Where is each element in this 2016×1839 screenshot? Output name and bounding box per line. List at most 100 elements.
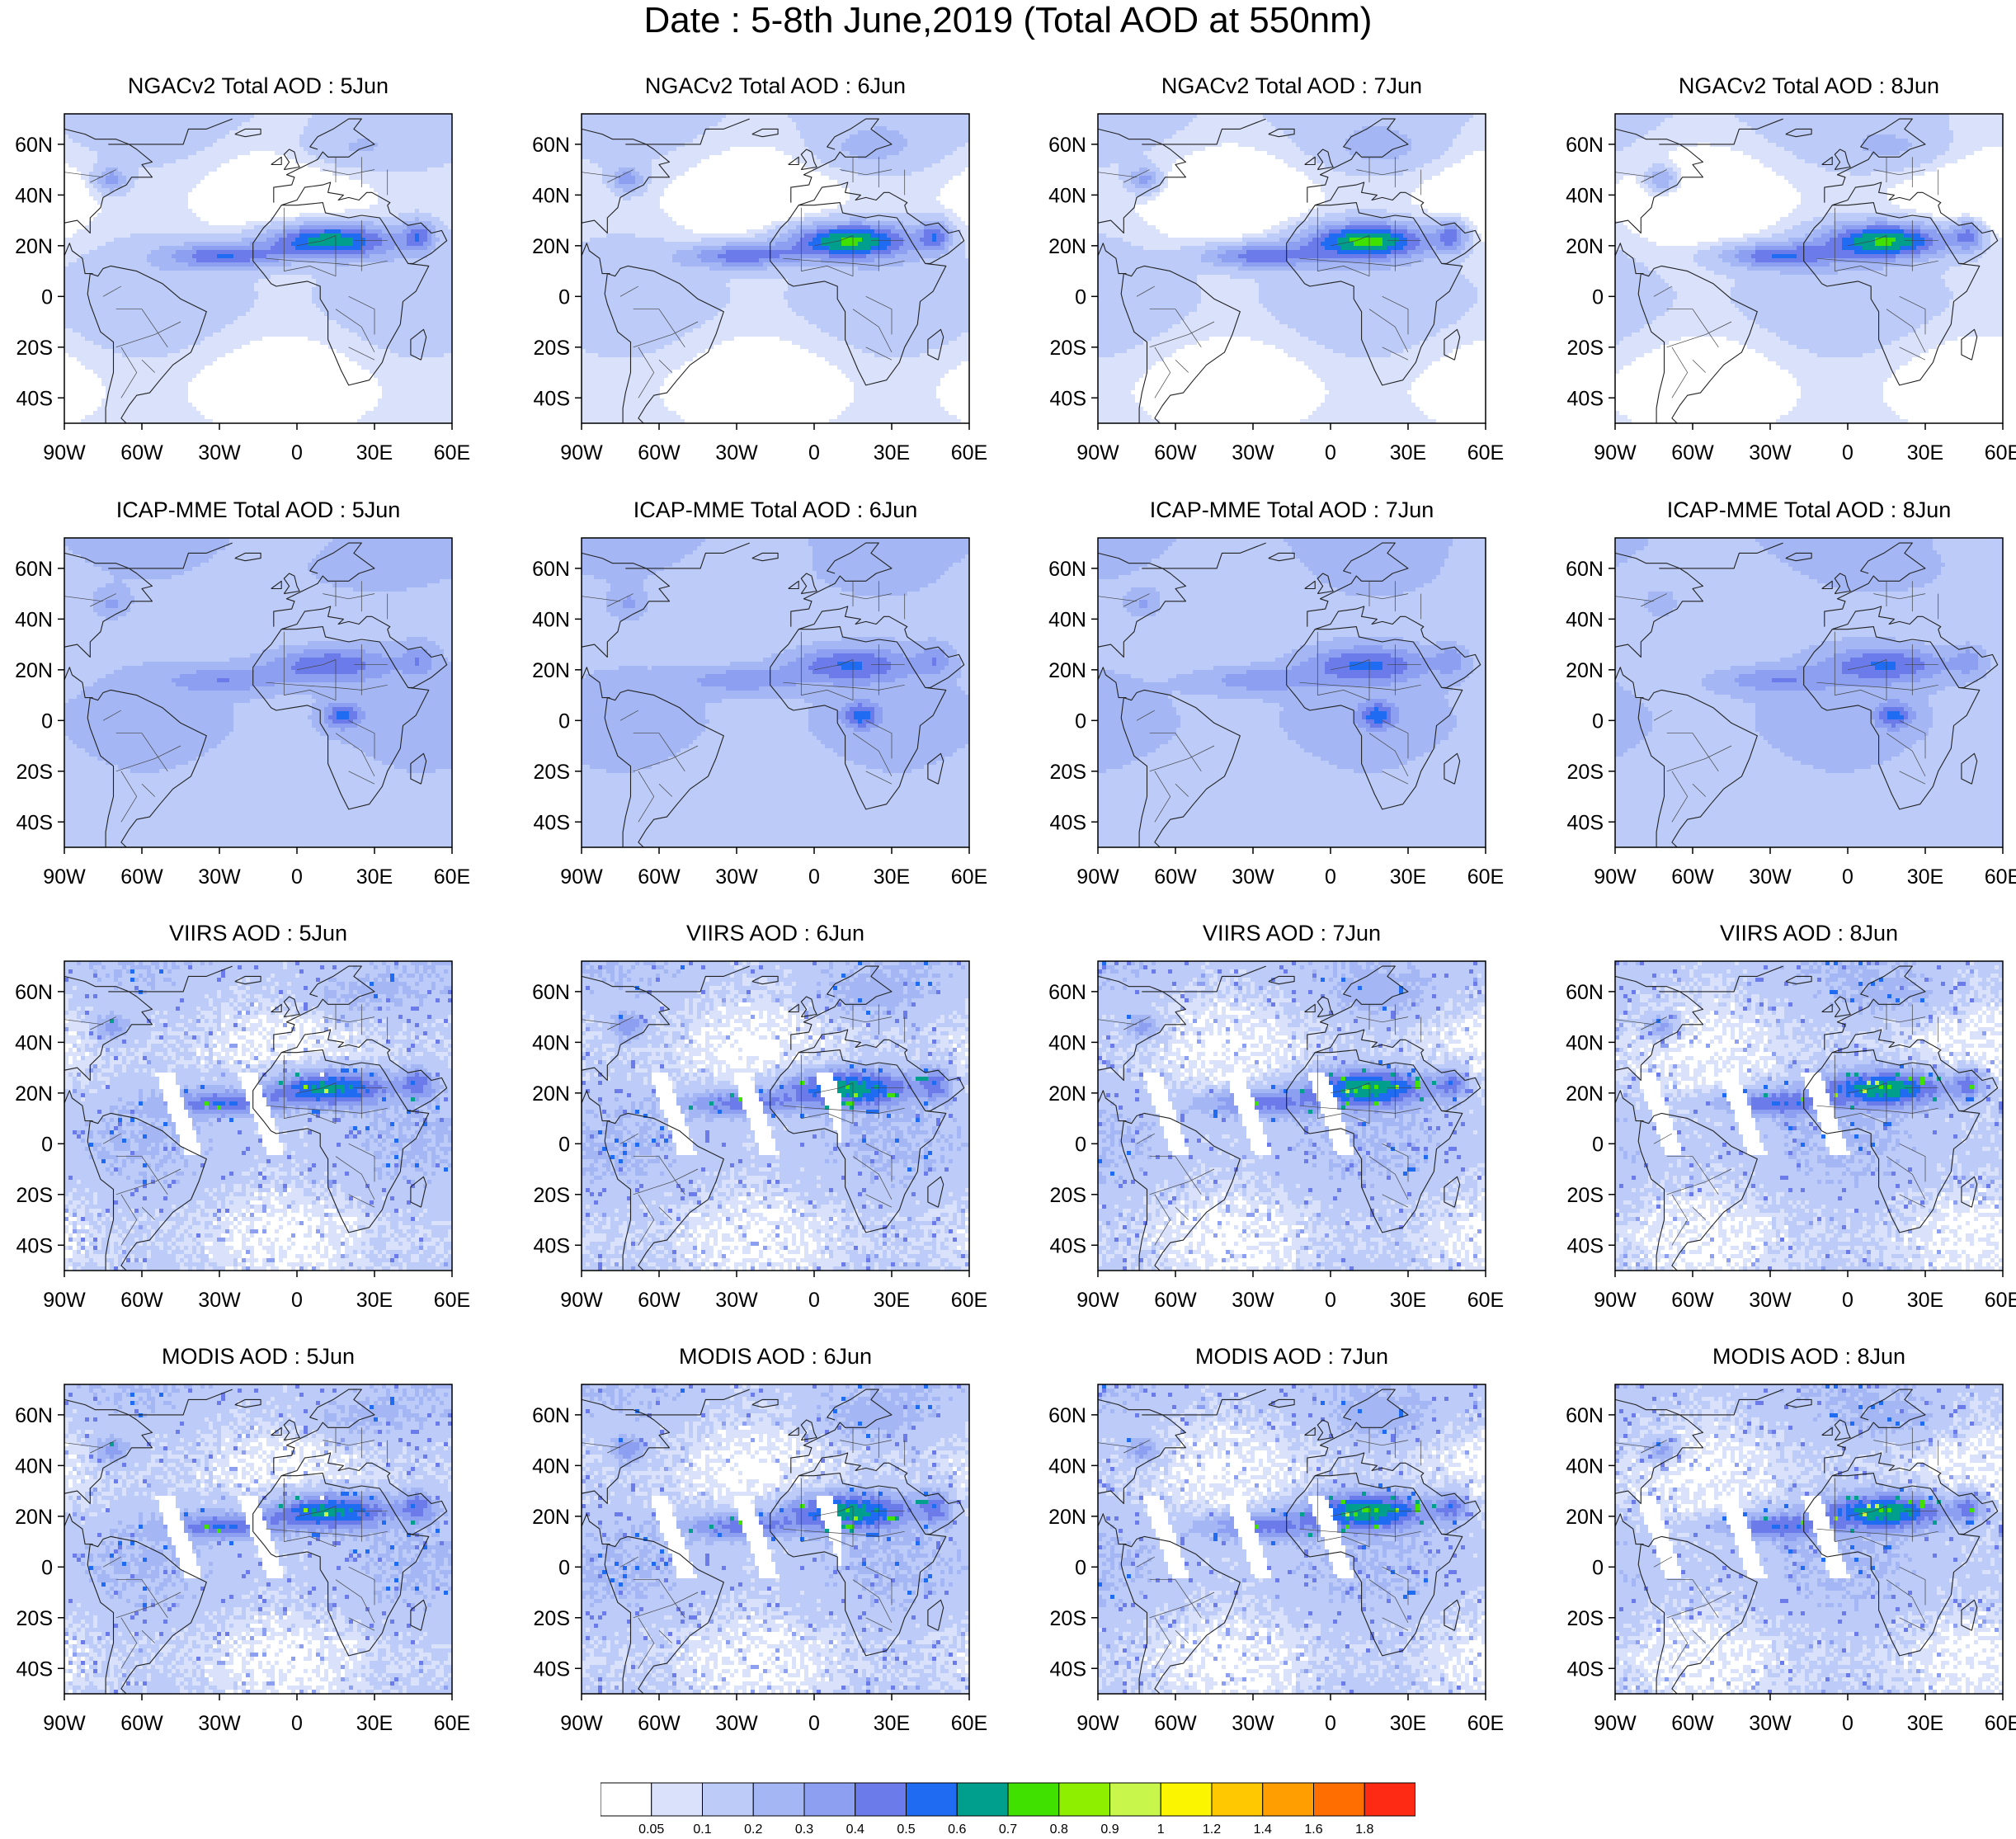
y-tick-label: 20S	[1050, 761, 1086, 784]
y-tick-label: 40N	[1048, 1455, 1086, 1478]
y-tick-label: 60N	[1048, 558, 1086, 581]
x-tick-label: 90W	[560, 1712, 603, 1735]
y-tick-label: 40S	[1567, 811, 1604, 834]
y-tick-label: 60N	[532, 1404, 570, 1427]
x-tick-label: 30W	[715, 1289, 758, 1312]
y-tick-label: 40N	[15, 184, 53, 207]
colorbar-swatch	[1263, 1783, 1314, 1816]
x-tick-label: 90W	[1076, 1712, 1119, 1735]
y-tick-label: 20S	[16, 761, 53, 784]
y-tick-label: 20S	[534, 761, 570, 784]
map-panel: MODIS AOD : 8Jun 90W 60W 30W 0 30E 60E 60N 40N 20…	[1551, 1342, 2016, 1755]
y-tick-label: 0	[1592, 1133, 1604, 1156]
x-tick-label: 30E	[1907, 441, 1943, 464]
x-tick-label: 30E	[356, 1712, 393, 1735]
x-tick-label: 90W	[1594, 441, 1637, 464]
x-tick-label: 90W	[1594, 865, 1637, 889]
y-tick-label: 60N	[15, 558, 53, 581]
y-tick-label: 0	[558, 285, 570, 309]
x-tick-label: 90W	[43, 1712, 86, 1735]
x-tick-label: 60E	[434, 1289, 470, 1312]
y-tick-label: 40N	[1048, 184, 1086, 207]
colorbar-label: 0.3	[795, 1822, 813, 1835]
y-tick-label: 0	[1075, 710, 1086, 733]
x-tick-label: 0	[291, 865, 303, 889]
y-tick-label: 20N	[1566, 659, 1604, 682]
x-tick-label: 0	[1325, 865, 1336, 889]
y-tick-label: 40S	[1050, 1657, 1086, 1681]
y-tick-label: 40S	[534, 1234, 570, 1257]
colorbar-label: 1	[1157, 1822, 1165, 1835]
x-tick-label: 30W	[1749, 1289, 1792, 1312]
colorbar-label: 0.1	[693, 1822, 711, 1835]
y-tick-label: 40N	[532, 1031, 570, 1054]
y-tick-label: 0	[41, 1556, 53, 1579]
y-tick-label: 40S	[1567, 387, 1604, 410]
x-tick-label: 60W	[638, 865, 681, 889]
colorbar-label: 1.6	[1304, 1822, 1322, 1835]
map-panel: ICAP-MME Total AOD : 7Jun 90W 60W 30W 0 30E 60…	[1034, 496, 1545, 908]
colorbar-label: 0.6	[948, 1822, 966, 1835]
x-tick-label: 30W	[1232, 1712, 1274, 1735]
y-tick-label: 40N	[15, 608, 53, 631]
colorbar-swatch	[1364, 1783, 1415, 1816]
x-tick-label: 60E	[1467, 441, 1504, 464]
x-tick-label: 90W	[43, 865, 86, 889]
x-tick-label: 30W	[198, 1712, 241, 1735]
x-tick-label: 60E	[1985, 441, 2016, 464]
colorbar-swatch	[703, 1783, 754, 1816]
x-tick-label: 30E	[1390, 865, 1426, 889]
x-tick-label: 60E	[434, 865, 470, 889]
x-tick-label: 30E	[874, 1289, 910, 1312]
x-tick-label: 0	[1842, 441, 1853, 464]
x-tick-label: 30W	[198, 441, 241, 464]
y-tick-label: 40S	[16, 811, 53, 834]
y-tick-label: 40S	[1050, 387, 1086, 410]
y-tick-label: 20S	[1050, 1607, 1086, 1630]
y-tick-label: 40S	[1567, 1234, 1604, 1257]
colorbar: 0.05 0.1 0.2 0.3 0.4 0.5 0.6 0.7 0.8 0.9 1 1.2 1.4 1.…	[601, 1782, 1415, 1835]
x-tick-label: 90W	[1076, 441, 1119, 464]
y-tick-label: 20N	[15, 1506, 53, 1529]
x-tick-label: 0	[808, 1289, 820, 1312]
x-tick-label: 60W	[638, 1712, 681, 1735]
y-tick-label: 20N	[1048, 1082, 1086, 1106]
x-tick-label: 60E	[1985, 1289, 2016, 1312]
colorbar-label: 0.8	[1050, 1822, 1068, 1835]
x-tick-label: 60W	[1671, 441, 1714, 464]
x-tick-label: 30W	[1749, 441, 1792, 464]
map-panel: VIIRS AOD : 7Jun 90W 60W 30W 0 30E 60E 60N 40N 20…	[1034, 919, 1545, 1332]
y-tick-label: 0	[1075, 285, 1086, 309]
y-tick-label: 60N	[1566, 1404, 1604, 1427]
y-tick-label: 40N	[532, 1455, 570, 1478]
y-tick-label: 20S	[534, 337, 570, 360]
x-tick-label: 30E	[1907, 1289, 1943, 1312]
y-tick-label: 20S	[16, 337, 53, 360]
x-tick-label: 90W	[560, 865, 603, 889]
x-tick-label: 0	[291, 1712, 303, 1735]
x-tick-label: 30E	[874, 441, 910, 464]
y-tick-label: 0	[41, 285, 53, 309]
y-tick-label: 40N	[1048, 1031, 1086, 1054]
y-tick-label: 40N	[1566, 1455, 1604, 1478]
map-panel: VIIRS AOD : 8Jun 90W 60W 30W 0 30E 60E 60N 40N 20…	[1551, 919, 2016, 1332]
y-tick-label: 40S	[1567, 1657, 1604, 1681]
y-tick-label: 40S	[534, 387, 570, 410]
y-tick-label: 20S	[534, 1607, 570, 1630]
y-tick-label: 60N	[532, 558, 570, 581]
y-tick-label: 20S	[1567, 761, 1604, 784]
x-tick-label: 30W	[715, 865, 758, 889]
colorbar-swatch	[1212, 1783, 1263, 1816]
y-tick-label: 60N	[532, 134, 570, 157]
x-tick-label: 30W	[1232, 1289, 1274, 1312]
y-tick-label: 40N	[1566, 184, 1604, 207]
y-tick-label: 60N	[15, 134, 53, 157]
x-tick-label: 0	[291, 441, 303, 464]
